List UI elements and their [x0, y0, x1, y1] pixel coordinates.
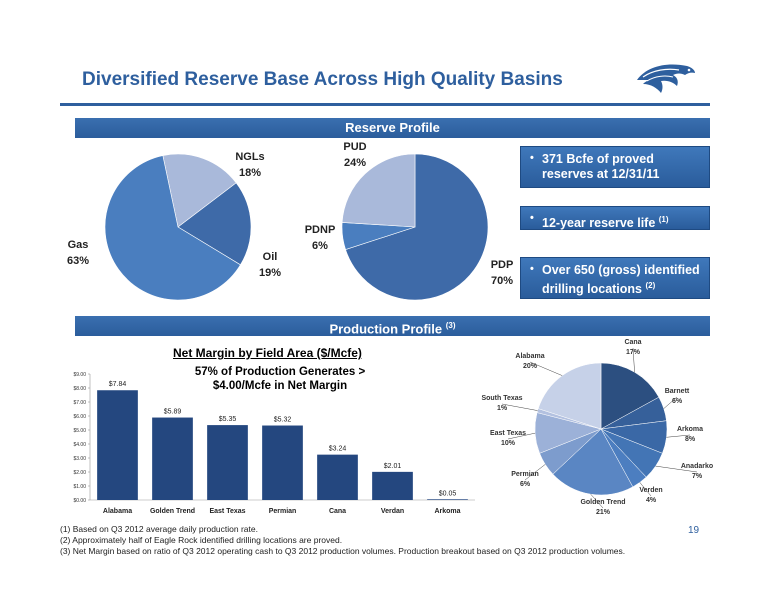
x-tick-label: Arkoma [434, 508, 460, 515]
y-tick-label: $3.00 [73, 456, 86, 462]
callout-reserve-life: • 12-year reserve life (1) [520, 206, 710, 230]
pie-label-verden: Verden 4% [639, 487, 662, 504]
reserve-category-pie-chart: PDP 70% PDNP 6% PUD 24% [305, 141, 514, 301]
slide-title: Diversified Reserve Base Across High Qua… [82, 69, 563, 90]
pie-label-ngls: NGLs 18% [235, 151, 264, 179]
bar-data-label: $0.05 [439, 490, 457, 497]
footnote-ref: (3) [445, 321, 456, 330]
pie-slice-pud [341, 153, 416, 228]
footnote-1: (1) Based on Q3 2012 average daily produ… [60, 524, 258, 534]
bullet-icon: • [530, 263, 534, 275]
pie-label-anadarko: Anadarko 7% [681, 463, 713, 480]
pie-label-barnett: Barnett 6% [665, 388, 690, 405]
leader-line [507, 432, 536, 440]
bar-verdan [372, 471, 413, 500]
footnote-3: (3) Net Margin based on ratio of Q3 2012… [60, 546, 626, 556]
bar-data-label: $5.32 [274, 417, 292, 424]
callout-text: 371 Bcfe of proved reserves at 12/31/11 [542, 152, 660, 181]
x-tick-label: East Texas [209, 508, 245, 515]
title-divider [60, 103, 710, 106]
leader-line [655, 465, 698, 473]
leader-line [524, 464, 546, 481]
pie-label-east-texas: East Texas 10% [490, 430, 526, 447]
pie-label-gas: Gas 63% [67, 239, 89, 267]
y-tick-label: $8.00 [73, 386, 86, 392]
bullet-icon: • [530, 152, 534, 164]
reserve-profile-header: Reserve Profile [75, 118, 710, 138]
bar-data-label: $5.35 [219, 416, 237, 423]
leader-line [529, 361, 563, 376]
x-tick-label: Alabama [103, 508, 132, 515]
pie-label-alabama: Alabama 20% [515, 353, 544, 370]
y-tick-label: $2.00 [73, 470, 86, 476]
pie-label-south-texas: South Texas 1% [481, 395, 522, 412]
production-pie-chart: Cana 17% Barnett 6% Arkoma 8% Anadarko 7% Verden… [481, 339, 713, 516]
x-tick-label: Cana [329, 508, 346, 515]
footnote-2: (2) Approximately half of Eagle Rock ide… [60, 535, 343, 545]
callout-proved-reserves: • 371 Bcfe of proved reserves at 12/31/1… [520, 146, 710, 188]
leader-line [501, 403, 538, 411]
bar-chart-note-line2: $4.00/Mcfe in Net Margin [212, 380, 348, 392]
x-tick-label: Verdan [381, 508, 404, 515]
bar-cana [317, 454, 358, 500]
y-tick-label: $1.00 [73, 484, 86, 490]
leader-line [590, 494, 604, 509]
bar-east-texas [207, 425, 248, 500]
y-tick-label: $6.00 [73, 414, 86, 420]
page-number: 19 [688, 525, 700, 536]
x-tick-label: Golden Trend [150, 508, 195, 515]
leader-line [666, 434, 691, 438]
bar-data-label: $5.89 [164, 409, 182, 416]
pie-slice-oil [177, 182, 252, 266]
bar-permian [262, 425, 303, 500]
bar-golden-trend [152, 417, 193, 500]
y-tick-label: $7.00 [73, 400, 86, 406]
pie-label-pdnp: PDNP 6% [305, 224, 336, 252]
pie-label-golden-trend: Golden Trend 21% [580, 499, 625, 516]
y-tick-label: $5.00 [73, 428, 86, 434]
pie-slice-ngls [162, 153, 237, 228]
pie-label-oil: Oil 19% [259, 251, 281, 279]
bar-data-label: $2.01 [384, 463, 402, 470]
bar-chart-title: Net Margin by Field Area ($/Mcfe) [173, 346, 362, 360]
bullet-icon: • [530, 212, 534, 224]
x-tick-label: Permian [269, 508, 297, 515]
y-tick-label: $9.00 [73, 372, 86, 378]
leader-line [632, 347, 635, 373]
leader-line [639, 482, 652, 497]
pie-slice-cana [600, 362, 660, 430]
bar-data-label: $7.84 [109, 381, 127, 388]
pie-slice-alabama [537, 362, 602, 430]
pie-label-cana: Cana 17% [624, 339, 641, 356]
y-tick-label: $4.00 [73, 442, 86, 448]
bar-data-label: $3.24 [329, 446, 347, 453]
footnote-ref: (1) [658, 215, 669, 224]
leader-line [663, 396, 678, 409]
callout-drilling-locations: • Over 650 (gross) identified drilling l… [520, 257, 710, 299]
pie-label-arkoma: Arkoma 8% [677, 426, 703, 443]
eagle-logo [637, 64, 695, 93]
pie-slice-gas [104, 155, 241, 301]
footnote-ref: (2) [645, 281, 656, 290]
pie-label-pdp: PDP 70% [491, 259, 514, 287]
bar-arkoma [427, 499, 468, 500]
production-profile-title: Production Profile [329, 321, 443, 337]
bar-chart-note: 57% of Production Generates > $4.00/Mcfe… [185, 365, 375, 393]
pie-slice-golden-trend [552, 428, 634, 496]
callout-text: Over 650 (gross) identified drilling loc… [542, 263, 700, 297]
net-margin-bar-chart: $0.00 $1.00 $2.00 $3.00 $4.00 $5.00 $6.00 $7.00… [73, 372, 475, 515]
pie-slice-pdp [345, 153, 489, 301]
pie-label-pud: PUD 24% [343, 141, 366, 169]
production-profile-header: Production Profile (3) [75, 316, 710, 336]
bar-alabama [97, 390, 138, 500]
commodity-pie-chart: Gas 63% NGLs 18% Oil 19% [67, 151, 281, 301]
bar-chart-note-line1: 57% of Production Generates > [194, 366, 366, 378]
callout-text: 12-year reserve life [542, 216, 656, 231]
pie-label-permian: Permian 6% [511, 471, 539, 488]
y-tick-label: $0.00 [73, 498, 86, 504]
